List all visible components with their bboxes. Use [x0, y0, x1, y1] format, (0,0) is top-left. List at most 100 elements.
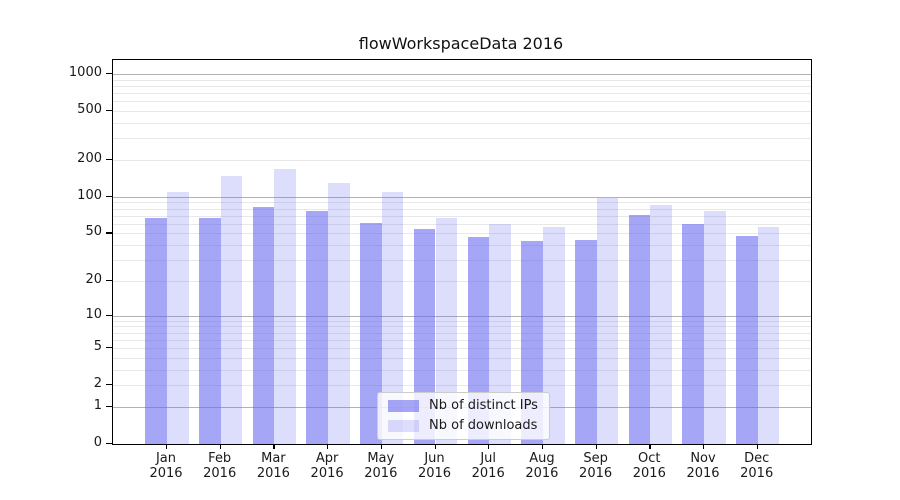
legend-entry-distinct-ips: Nb of distinct IPs: [388, 399, 538, 413]
x-axis-tick-label: Jul 2016: [456, 451, 520, 481]
x-tick-month: Feb: [208, 451, 232, 466]
minor-gridline: [113, 101, 811, 103]
bar-downloads: [757, 226, 780, 444]
minor-gridline: [113, 280, 811, 282]
x-tick-year: 2016: [203, 466, 237, 481]
x-axis-tick-label: Apr 2016: [295, 451, 359, 481]
minor-gridline: [113, 326, 811, 328]
x-axis-tick-label: Sep 2016: [564, 451, 628, 481]
x-tick-mark: [541, 444, 544, 449]
bar-distinct-ips: [252, 206, 275, 444]
y-tick-mark: [106, 314, 112, 316]
bar-downloads: [489, 223, 511, 444]
y-tick-mark: [106, 232, 112, 234]
y-tick-mark: [106, 384, 112, 386]
y-axis-tick-label: 0: [93, 435, 102, 450]
minor-gridline: [113, 369, 811, 371]
major-gridline: [113, 74, 811, 76]
x-tick-year: 2016: [632, 466, 666, 481]
x-tick-year: 2016: [740, 466, 774, 481]
legend-entry-downloads: Nb of downloads: [388, 419, 538, 433]
x-tick-year: 2016: [149, 466, 183, 481]
x-tick-year: 2016: [364, 466, 398, 481]
x-tick-month: May: [367, 451, 395, 466]
x-tick-month: Aug: [529, 451, 555, 466]
bar-downloads: [381, 191, 404, 444]
x-tick-month: Oct: [638, 451, 661, 466]
y-tick-mark: [106, 405, 112, 408]
minor-gridline: [113, 233, 811, 235]
y-axis-tick-label: 200: [77, 151, 102, 166]
legend-label-downloads: Nb of downloads: [429, 418, 538, 433]
x-tick-month: Jul: [480, 451, 497, 466]
y-tick-mark: [106, 443, 112, 445]
legend: Nb of distinct IPs Nb of downloads: [377, 392, 550, 440]
x-tick-mark: [380, 444, 383, 449]
bar-distinct-ips: [360, 222, 382, 444]
x-tick-month: Apr: [315, 451, 339, 466]
x-tick-mark: [649, 444, 651, 449]
x-tick-mark: [756, 444, 758, 449]
minor-gridline: [113, 332, 811, 334]
x-tick-year: 2016: [256, 466, 290, 481]
x-tick-mark: [434, 444, 436, 449]
minor-gridline: [113, 160, 811, 161]
chart-title: flowWorkspaceData 2016: [358, 34, 564, 53]
minor-gridline: [113, 260, 811, 262]
minor-gridline: [113, 245, 811, 247]
major-gridline: [113, 315, 811, 317]
x-tick-month: Mar: [261, 451, 286, 466]
bar-downloads: [220, 176, 243, 444]
x-tick-month: Sep: [583, 451, 608, 466]
x-tick-year: 2016: [417, 466, 452, 481]
minor-gridline: [113, 320, 811, 322]
bar-distinct-ips: [628, 214, 651, 444]
x-axis-tick-label: Jun 2016: [403, 451, 467, 481]
bar-downloads: [274, 168, 297, 444]
x-tick-mark: [703, 444, 705, 449]
minor-gridline: [113, 208, 811, 210]
x-axis-tick-label: Dec 2016: [725, 451, 789, 481]
y-axis-tick-label: 50: [85, 224, 102, 240]
x-axis-tick-label: Mar 2016: [241, 451, 305, 481]
x-tick-year: 2016: [686, 466, 720, 481]
legend-label-distinct-ips: Nb of distinct IPs: [429, 398, 538, 413]
y-axis-tick-label: 20: [85, 271, 102, 287]
x-tick-month: Jan: [155, 451, 177, 466]
x-tick-mark: [327, 444, 329, 449]
x-tick-mark: [488, 444, 490, 449]
y-axis-tick-label: 1: [93, 397, 102, 413]
bar-downloads: [328, 182, 350, 444]
y-axis-tick-label: 500: [77, 102, 102, 118]
minor-gridline: [113, 223, 811, 225]
x-tick-mark: [219, 444, 221, 449]
bar-downloads: [542, 227, 565, 444]
bar-downloads: [167, 191, 189, 444]
y-tick-mark: [106, 73, 112, 75]
x-tick-year: 2016: [525, 466, 559, 481]
y-axis-tick-label: 100: [77, 187, 102, 203]
x-tick-month: Nov: [690, 451, 716, 466]
y-axis-tick-label: 1000: [68, 65, 102, 81]
bar-distinct-ips: [574, 240, 597, 444]
bar-distinct-ips: [145, 218, 167, 444]
y-tick-mark: [106, 347, 112, 349]
bar-distinct-ips: [306, 210, 329, 444]
minor-gridline: [113, 385, 811, 387]
legend-swatch-downloads: [388, 420, 419, 432]
bar-distinct-ips: [199, 218, 221, 444]
y-tick-mark: [106, 279, 112, 282]
minor-gridline: [113, 202, 811, 204]
x-axis-tick-label: Oct 2016: [617, 451, 681, 481]
x-axis-tick-label: Nov 2016: [671, 451, 735, 481]
bar-distinct-ips: [736, 235, 758, 444]
minor-gridline: [113, 123, 811, 125]
x-axis-tick-label: Jan 2016: [134, 451, 198, 481]
bar-downloads: [704, 211, 726, 444]
plot-area: [112, 59, 812, 445]
minor-gridline: [113, 348, 811, 350]
minor-gridline: [113, 339, 811, 341]
bar-downloads: [650, 204, 672, 444]
y-tick-mark: [106, 159, 112, 161]
